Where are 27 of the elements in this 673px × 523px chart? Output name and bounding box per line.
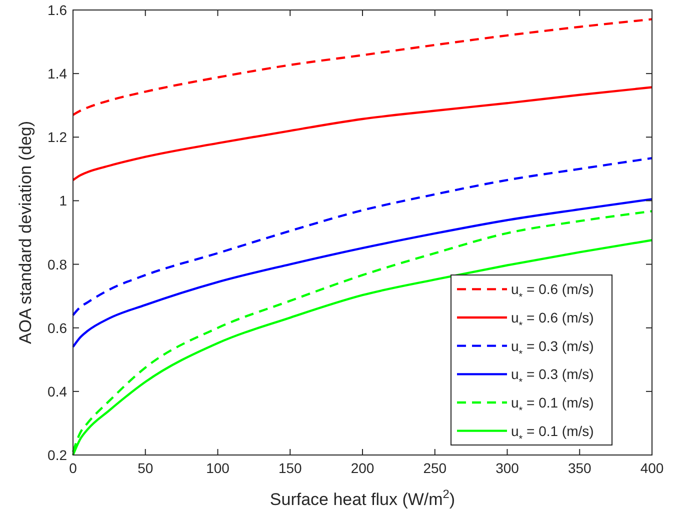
x-tick-label: 50 [138,460,154,476]
x-tick-label: 250 [423,460,447,476]
x-tick-label: 200 [350,460,374,476]
legend-label: u$_{*}$ = 0.3 (m/s) [511,338,594,360]
x-tick-label: 150 [278,460,302,476]
x-tick-label: 350 [568,460,592,476]
y-axis-title: AOA standard deviation (deg) [16,120,35,344]
line-series [72,86,654,182]
x-tick-label: 400 [640,460,664,476]
x-tick-label: 300 [496,460,520,476]
x-axis-title: Surface heat flux (W/m$^{2}$) [270,487,456,509]
line-series [72,18,654,116]
y-tick-label: 1.2 [48,129,68,146]
y-tick-label: 1 [59,192,68,209]
y-tick-label: 1.4 [48,66,68,82]
x-tick-label: 100 [206,460,230,476]
legend-label: u$_{*}$ = 0.6 (m/s) [511,310,594,331]
legend-label: u$_{*}$ = 0.6 (m/s) [511,281,594,303]
y-tick-label: 0.4 [48,383,68,400]
legend-label: u$_{*}$ = 0.1 (m/s) [511,422,594,444]
legend-label: u$_{*}$ = 0.3 (m/s) [511,366,594,388]
y-tick-label: 0.2 [48,447,68,463]
x-tick-label: 0 [69,460,78,476]
y-tick-label: 1.6 [48,2,68,18]
y-tick-label: 0.6 [48,320,68,336]
legend-label: u$_{*}$ = 0.1 (m/s) [511,394,594,416]
y-tick-label: 0.8 [48,256,68,272]
